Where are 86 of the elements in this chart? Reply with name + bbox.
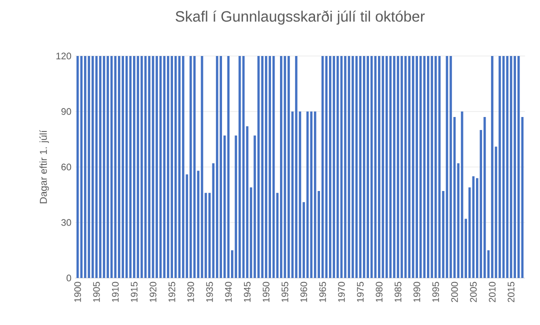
bar	[190, 56, 192, 278]
y-tick-label: 0	[66, 274, 72, 282]
bar	[280, 56, 282, 278]
bar	[182, 56, 184, 278]
x-tick-label: 1960	[300, 282, 308, 302]
x-tick-label: 1905	[93, 282, 100, 302]
x-tick-label: 1980	[376, 282, 383, 302]
x-tick-label: 1940	[225, 282, 232, 302]
bar	[321, 56, 324, 278]
bar	[114, 56, 116, 278]
x-tick-label: 2015	[508, 282, 514, 302]
bar	[423, 56, 426, 278]
y-tick-label: 120	[56, 52, 72, 60]
x-tick-label: 1945	[244, 282, 251, 302]
x-tick-label: 2000	[451, 282, 458, 302]
bar	[268, 56, 272, 278]
bar	[148, 56, 150, 278]
bar	[416, 56, 418, 278]
bar	[491, 56, 494, 278]
x-tick-label: 2010	[488, 282, 496, 302]
x-tick-label: 1990	[413, 282, 420, 302]
x-tick-label: 1970	[338, 282, 345, 302]
bar	[133, 56, 136, 278]
x-tick-label: 1920	[150, 282, 156, 302]
x-tick-label: 1955	[282, 282, 288, 302]
bar	[370, 56, 373, 278]
bar	[295, 56, 298, 278]
y-tick-label: 60	[61, 164, 72, 170]
x-tick-label: 1935	[206, 282, 213, 302]
bar	[450, 56, 452, 278]
bar	[336, 56, 339, 278]
bar	[359, 56, 362, 278]
x-tick-label: 1975	[356, 282, 364, 302]
bar	[517, 56, 520, 278]
bar	[92, 56, 94, 278]
bar	[118, 56, 120, 278]
bar	[393, 56, 396, 278]
bar	[84, 56, 86, 278]
bar	[400, 56, 403, 278]
bar	[408, 56, 410, 278]
bar	[352, 56, 354, 278]
x-tick-label: 1915	[130, 282, 138, 302]
bar	[366, 56, 369, 278]
bar	[378, 56, 380, 278]
x-tick-label: 1925	[168, 282, 176, 302]
bar	[125, 56, 128, 278]
bar	[386, 56, 388, 278]
x-tick-label: 1985	[394, 282, 402, 302]
bar	[427, 56, 430, 278]
bar	[472, 176, 475, 278]
y-axis-title: Dagar eftir 1. júlí	[39, 130, 49, 204]
bar	[261, 56, 264, 278]
bar	[434, 56, 437, 278]
bar	[484, 117, 486, 278]
bar	[156, 56, 158, 278]
bar	[514, 56, 516, 278]
bar	[310, 112, 312, 278]
chart-title: Skafl í Gunnlaugsskarði júlí til október	[176, 10, 425, 25]
bar	[122, 56, 124, 278]
bar	[174, 56, 177, 278]
x-tick-label: 1995	[432, 282, 440, 302]
bar	[106, 56, 109, 278]
bar	[325, 56, 328, 278]
bar	[498, 56, 501, 278]
x-tick-label: 1900	[74, 282, 81, 302]
y-tick-label: 30	[61, 219, 72, 226]
x-tick-label: 1930	[187, 282, 194, 302]
x-tick-label: 2005	[470, 282, 477, 302]
x-tick-label: 1950	[262, 282, 270, 302]
bar	[140, 56, 143, 278]
bar	[163, 56, 166, 278]
bar	[506, 56, 508, 278]
bar	[419, 56, 422, 278]
bar	[238, 56, 241, 278]
bar	[374, 56, 377, 278]
bar	[76, 56, 79, 278]
bar	[220, 56, 222, 278]
x-tick-label: 1965	[319, 282, 326, 302]
bar	[329, 56, 332, 278]
y-tick-label: 90	[61, 108, 72, 115]
bar	[170, 56, 174, 278]
x-tick-label: 1910	[112, 282, 119, 302]
bar	[99, 56, 102, 278]
bar	[272, 56, 275, 278]
bar	[344, 56, 346, 278]
bar	[288, 56, 290, 278]
